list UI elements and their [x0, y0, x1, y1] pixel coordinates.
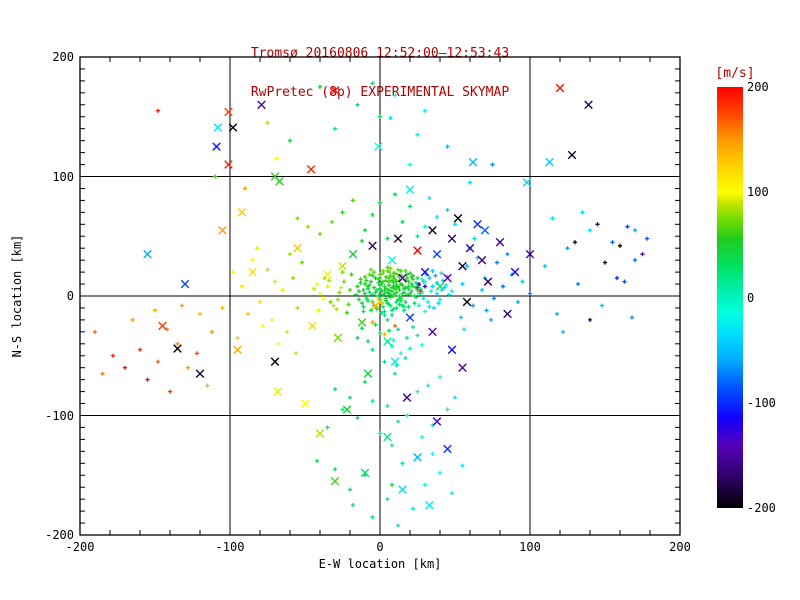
colorbar-tick-label: -200: [747, 501, 776, 515]
y-tick-label: -100: [45, 408, 74, 423]
colorbar-tick-label: -100: [747, 395, 776, 410]
x-tick-label: -200: [65, 540, 95, 554]
y-tick-label: 200: [52, 50, 74, 64]
y-axis-label: N-S location [km]: [10, 234, 24, 358]
scatter-points: [92, 81, 650, 528]
grid-lines: [80, 57, 680, 535]
x-tick-label: 200: [669, 540, 691, 554]
x-tick-label: 100: [519, 540, 541, 554]
x-axis-label: E-W location [km]: [318, 557, 442, 571]
x-tick-label: -100: [215, 540, 245, 554]
y-tick-label: 100: [52, 169, 74, 184]
y-tick-label: 0: [66, 289, 74, 303]
x-tick-label: 0: [376, 540, 384, 554]
colorbar-unit-label: [m/s]: [715, 66, 755, 81]
plot-title-line2: RwPretec (8p) EXPERIMENTAL SKYMAP: [250, 85, 510, 100]
colorbar-tick-label: 0: [747, 290, 755, 305]
colorbar-tick-label: 200: [747, 80, 769, 94]
plot-border: [79, 56, 681, 536]
colorbar-tick-label: 100: [747, 185, 769, 200]
y-tick-label: -200: [45, 528, 74, 542]
axis-ticks: [79, 56, 681, 536]
colorbar-gradient: [717, 87, 743, 508]
